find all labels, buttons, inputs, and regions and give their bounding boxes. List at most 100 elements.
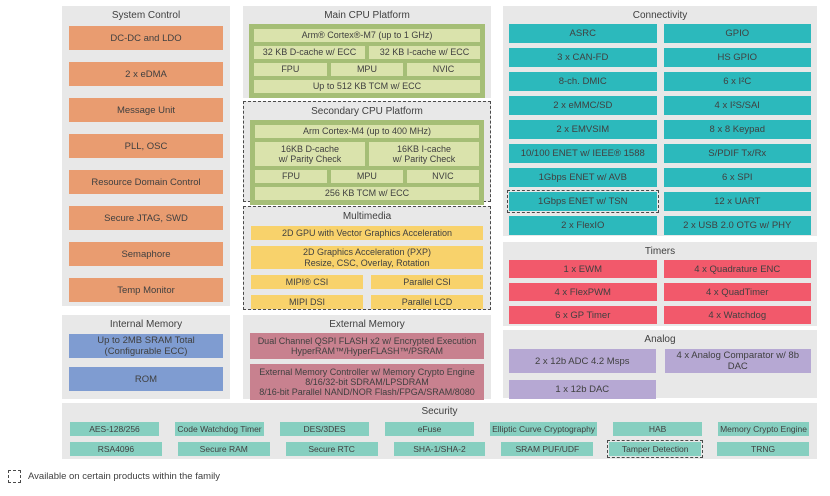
block-1gbps-enet-w-avb: 1Gbps ENET w/ AVB xyxy=(509,168,657,187)
analog-panel: Analog 2 x 12b ADC 4.2 Msps 4 x Analog Co… xyxy=(503,330,817,399)
block-4-x-quadrature-enc: 4 x Quadrature ENC xyxy=(663,260,811,278)
block-s-pdif-tx-rx: S/PDIF Tx/Rx xyxy=(663,144,811,163)
block-up-to-512-kb-tcm-w-ecc: Up to 512 KB TCM w/ ECC xyxy=(254,80,480,93)
block-hab: HAB xyxy=(613,422,703,436)
block-sha-1-sha-2: SHA-1/SHA-2 xyxy=(393,442,486,456)
block-secure-ram: Secure RAM xyxy=(177,442,270,456)
block-asrc: ASRC xyxy=(509,24,657,43)
block-256-kb-tcm-w-ecc: 256 KB TCM w/ ECC xyxy=(255,187,479,200)
connectivity-title: Connectivity xyxy=(632,10,688,21)
system-control-list: DC-DC and LDO 2 x eDMA Message Unit PLL, OS… xyxy=(62,22,230,302)
connectivity-col-2: GPIO HS GPIO 6 x I²C 4 x I²S/SAI 8 x 8 Keypa… xyxy=(663,24,811,235)
block-pll-osc: PLL, OSC xyxy=(69,134,223,158)
block-fpu: FPU xyxy=(254,63,327,76)
block-sram-puf-udf: SRAM PUF/UDF xyxy=(501,442,594,456)
block-1-x-ewm: 1 x EWM xyxy=(509,260,657,278)
internal-memory-panel: Internal Memory Up to 2MB SRAM Total (Con… xyxy=(62,315,230,399)
system-control-panel: System Control DC-DC and LDO 2 x eDMA Mess… xyxy=(62,6,230,306)
block-dual-channel-qspi-flash-x2-w-encrypted-execution: Dual Channel QSPI FLASH x2 w/ Encrypted … xyxy=(250,333,484,359)
legend-text: Available on certain products within the… xyxy=(28,471,221,482)
block-tamper-detection: Tamper Detection xyxy=(607,440,704,458)
block-10-100-enet-w-ieee-1588: 10/100 ENET w/ IEEE® 1588 xyxy=(509,144,657,163)
block-semaphore: Semaphore xyxy=(69,242,223,266)
block-16kb-d-cache-w-parity-check: 16KB D-cache w/ Parity Check xyxy=(255,142,365,166)
block-2-x-emmc-sd: 2 x eMMC/SD xyxy=(509,96,657,115)
block-nvic: NVIC xyxy=(406,170,479,183)
block-32-kb-d-cache-w-ecc: 32 KB D-cache w/ ECC xyxy=(254,46,365,59)
block-secure-jtag-swd: Secure JTAG, SWD xyxy=(69,206,223,230)
secondary-cpu-title: Secondary CPU Platform xyxy=(311,106,423,117)
block-efuse: eFuse xyxy=(385,422,475,436)
block-2-x-usb-2-0-otg-w-phy: 2 x USB 2.0 OTG w/ PHY xyxy=(663,216,811,235)
block-mipi-dsi: MIPI DSI xyxy=(251,295,363,309)
block-trng: TRNG xyxy=(717,442,809,456)
block-6-x-spi: 6 x SPI xyxy=(663,168,811,187)
block-arm-cortex-m7-up-to-1-ghz: Arm® Cortex®-M7 (up to 1 GHz) xyxy=(254,29,480,42)
block-mpu: MPU xyxy=(330,63,404,76)
legend: Available on certain products within the… xyxy=(8,470,220,483)
block-8-x-8-keypad: 8 x 8 Keypad xyxy=(663,120,811,139)
block-12-x-uart: 12 x UART xyxy=(663,192,811,211)
internal-memory-list: Up to 2MB SRAM Total (Configurable ECC) RO… xyxy=(62,331,230,391)
analog-list: 2 x 12b ADC 4.2 Msps 4 x Analog Comparato… xyxy=(509,349,811,399)
block-parallel-csi: Parallel CSI xyxy=(371,275,483,289)
block-rom: ROM xyxy=(69,367,223,391)
block-mipi-csi: MIPI® CSI xyxy=(251,275,363,289)
security-panel: Security AES-128/256 Code Watchdog Timer D… xyxy=(62,403,817,459)
block-4-x-i-s-sai: 4 x I²S/SAI xyxy=(663,96,811,115)
analog-title: Analog xyxy=(644,334,676,345)
external-memory-title: External Memory xyxy=(329,319,405,330)
connectivity-panel: Connectivity ASRC 3 x CAN-FD 8-ch. DMIC 2 x… xyxy=(503,6,817,236)
multimedia-panel: Multimedia 2D GPU with Vector Graphics A… xyxy=(243,206,491,310)
block-3-x-can-fd: 3 x CAN-FD xyxy=(509,48,657,67)
security-row-1: AES-128/256 Code Watchdog Timer DES/3DES eF… xyxy=(62,422,817,436)
internal-memory-title: Internal Memory xyxy=(109,319,183,330)
main-cpu-panel: Main CPU Platform Arm® Cortex®-M7 (up to… xyxy=(243,6,491,98)
block-2-x-flexio: 2 x FlexIO xyxy=(509,216,657,235)
block-2-x-12b-adc-4-2-msps: 2 x 12b ADC 4.2 Msps xyxy=(509,349,656,373)
block-external-memory-controller-w-memory-crypto-engin: External Memory Controller w/ Memory Cry… xyxy=(250,364,484,400)
dashed-box-icon xyxy=(8,470,21,483)
block-memory-crypto-engine: Memory Crypto Engine xyxy=(718,422,809,436)
block-temp-monitor: Temp Monitor xyxy=(69,278,223,302)
block-4-x-flexpwm: 4 x FlexPWM xyxy=(509,283,657,301)
external-memory-panel: External Memory Dual Channel QSPI FLASH … xyxy=(243,315,491,400)
block-secure-rtc: Secure RTC xyxy=(285,442,378,456)
block-1-x-12b-dac: 1 x 12b DAC xyxy=(509,380,656,399)
multimedia-list: 2D GPU with Vector Graphics Acceleration… xyxy=(251,226,483,309)
block-des-3des: DES/3DES xyxy=(280,422,370,436)
block-6-x-gp-timer: 6 x GP Timer xyxy=(509,306,657,324)
block-nvic: NVIC xyxy=(407,63,480,76)
secondary-cpu-panel: Secondary CPU Platform Arm Cortex-M4 (up… xyxy=(243,101,491,205)
block-hs-gpio: HS GPIO xyxy=(663,48,811,67)
block-dc-dc-and-ldo: DC-DC and LDO xyxy=(69,26,223,50)
timers-title: Timers xyxy=(644,246,676,257)
main-cpu-core-container: Arm® Cortex®-M7 (up to 1 GHz) 32 KB D-cac… xyxy=(249,24,485,98)
secondary-cpu-core-container: Arm Cortex-M4 (up to 400 MHz) 16KB D-cach… xyxy=(250,120,484,205)
block-up-to-2mb-sram-total-configurable-ecc: Up to 2MB SRAM Total (Configurable ECC) xyxy=(69,334,223,358)
block-2-x-emvsim: 2 x EMVSIM xyxy=(509,120,657,139)
timers-col-1: 1 x EWM 4 x FlexPWM 6 x GP Timer xyxy=(509,260,657,324)
block-gpio: GPIO xyxy=(663,24,811,43)
block-2d-gpu-with-vector-graphics-acceleration: 2D GPU with Vector Graphics Acceleration xyxy=(251,226,483,240)
main-cpu-title: Main CPU Platform xyxy=(324,10,410,21)
block-code-watchdog-timer: Code Watchdog Timer xyxy=(175,422,265,436)
block-elliptic-curve-cryptography: Elliptic Curve Cryptography xyxy=(490,422,598,436)
block-aes-128-256: AES-128/256 xyxy=(70,422,160,436)
external-memory-list: Dual Channel QSPI FLASH x2 w/ Encrypted … xyxy=(243,331,491,400)
timers-panel: Timers 1 x EWM 4 x FlexPWM 6 x GP Timer 4 … xyxy=(503,242,817,326)
block-mpu: MPU xyxy=(330,170,403,183)
security-row-2: RSA4096 Secure RAM Secure RTC SHA-1/SHA-2 SR… xyxy=(62,440,817,458)
block-4-x-quadtimer: 4 x QuadTimer xyxy=(663,283,811,301)
block-rsa4096: RSA4096 xyxy=(70,442,162,456)
system-control-title: System Control xyxy=(111,10,181,21)
block-6-x-i-c: 6 x I²C xyxy=(663,72,811,91)
block-parallel-lcd: Parallel LCD xyxy=(371,295,483,309)
security-title: Security xyxy=(421,406,458,417)
block-32-kb-i-cache-w-ecc: 32 KB I-cache w/ ECC xyxy=(369,46,480,59)
block-1gbps-enet-w-tsn: 1Gbps ENET w/ TSN xyxy=(507,190,659,213)
block-4-x-watchdog: 4 x Watchdog xyxy=(663,306,811,324)
block-2-x-edma: 2 x eDMA xyxy=(69,62,223,86)
block-8-ch-dmic: 8-ch. DMIC xyxy=(509,72,657,91)
block-arm-cortex-m4-up-to-400-mhz: Arm Cortex-M4 (up to 400 MHz) xyxy=(255,125,479,138)
